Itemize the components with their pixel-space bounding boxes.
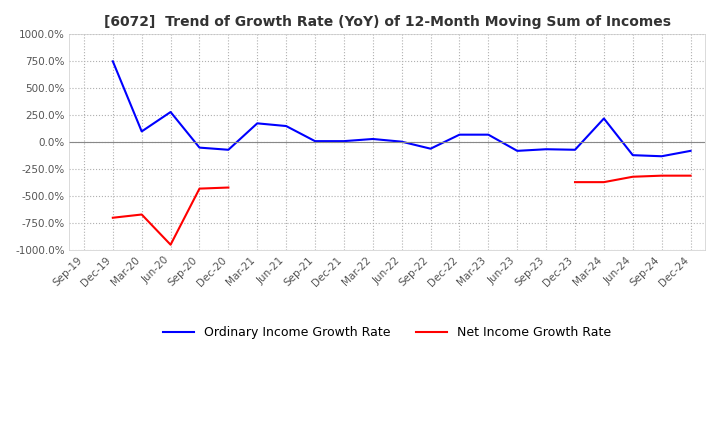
Ordinary Income Growth Rate: [282, 123, 290, 128]
Line: Net Income Growth Rate: Net Income Growth Rate: [113, 187, 228, 245]
Ordinary Income Growth Rate: [166, 110, 175, 115]
Ordinary Income Growth Rate: [657, 154, 666, 159]
Ordinary Income Growth Rate: [629, 153, 637, 158]
Ordinary Income Growth Rate: [369, 136, 377, 142]
Ordinary Income Growth Rate: [397, 139, 406, 144]
Line: Ordinary Income Growth Rate: Ordinary Income Growth Rate: [113, 61, 690, 156]
Ordinary Income Growth Rate: [484, 132, 492, 137]
Net Income Growth Rate: [224, 185, 233, 190]
Ordinary Income Growth Rate: [253, 121, 261, 126]
Title: [6072]  Trend of Growth Rate (YoY) of 12-Month Moving Sum of Incomes: [6072] Trend of Growth Rate (YoY) of 12-…: [104, 15, 671, 29]
Ordinary Income Growth Rate: [686, 148, 695, 154]
Ordinary Income Growth Rate: [224, 147, 233, 152]
Ordinary Income Growth Rate: [109, 59, 117, 64]
Ordinary Income Growth Rate: [542, 147, 551, 152]
Net Income Growth Rate: [166, 242, 175, 247]
Ordinary Income Growth Rate: [455, 132, 464, 137]
Ordinary Income Growth Rate: [571, 147, 580, 152]
Ordinary Income Growth Rate: [311, 139, 320, 144]
Ordinary Income Growth Rate: [138, 129, 146, 134]
Net Income Growth Rate: [109, 215, 117, 220]
Ordinary Income Growth Rate: [195, 145, 204, 150]
Net Income Growth Rate: [195, 186, 204, 191]
Legend: Ordinary Income Growth Rate, Net Income Growth Rate: Ordinary Income Growth Rate, Net Income …: [158, 321, 616, 344]
Ordinary Income Growth Rate: [600, 116, 608, 121]
Ordinary Income Growth Rate: [513, 148, 521, 154]
Net Income Growth Rate: [138, 212, 146, 217]
Ordinary Income Growth Rate: [426, 146, 435, 151]
Ordinary Income Growth Rate: [340, 139, 348, 144]
